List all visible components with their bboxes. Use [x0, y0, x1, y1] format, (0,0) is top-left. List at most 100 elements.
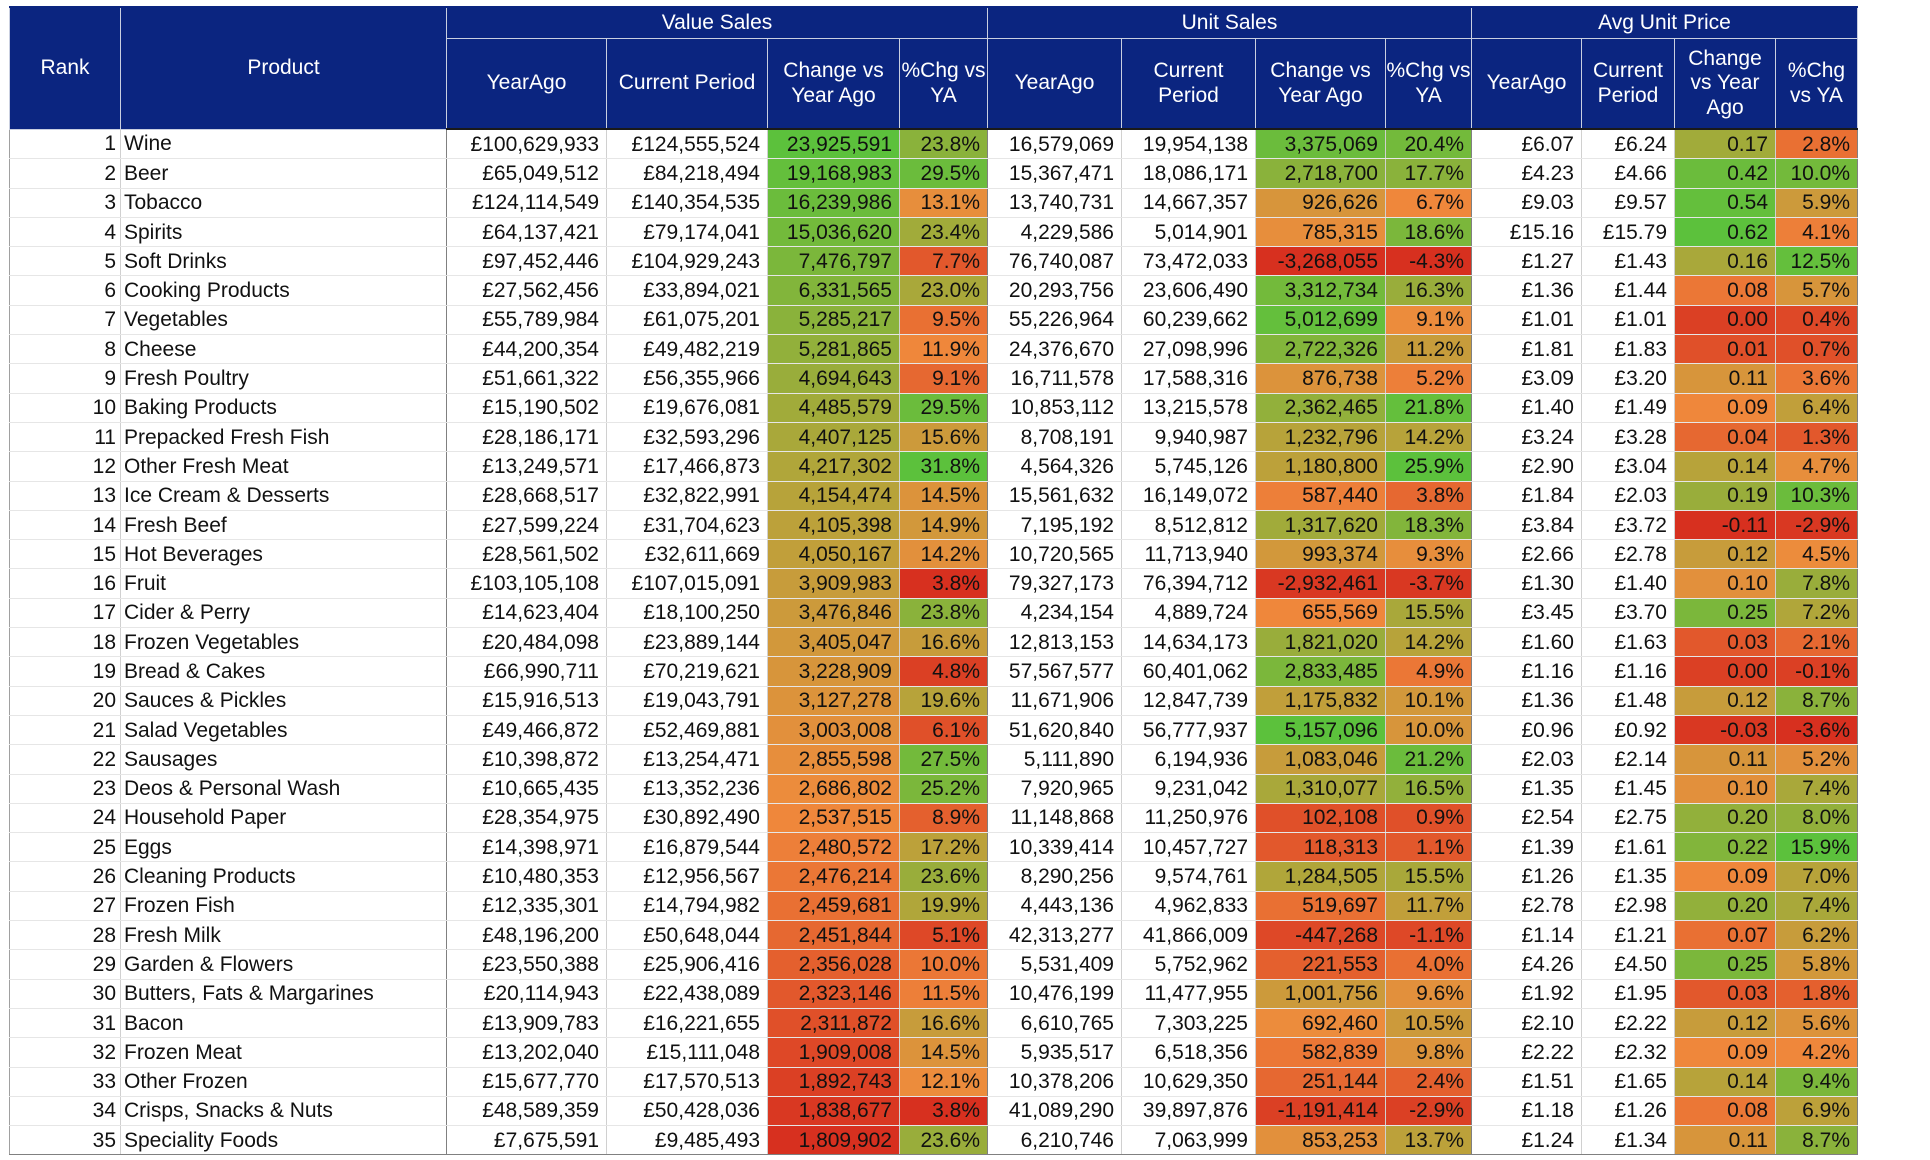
cell-rank: 17: [9, 598, 121, 629]
cell-value-current: £124,555,524: [606, 129, 768, 160]
cell-value-yearago: £124,114,549: [446, 188, 607, 218]
cell-product: Wine: [120, 129, 447, 160]
cell-rank: 7: [9, 305, 121, 336]
cell-price-change: 0.01: [1674, 334, 1776, 365]
cell-price-change: 0.11: [1674, 1125, 1776, 1156]
cell-price-change: 0.09: [1674, 861, 1776, 892]
cell-unit-pct: 14.2%: [1385, 422, 1472, 453]
cell-unit-change: 692,460: [1255, 1008, 1386, 1039]
cell-unit-pct: 15.5%: [1385, 598, 1472, 629]
cell-unit-yearago: 10,339,414: [987, 832, 1122, 863]
header-value-pct-change: %Chg vs YA: [899, 38, 988, 130]
cell-price-yearago: £2.90: [1471, 451, 1582, 482]
cell-unit-change: 3,312,734: [1255, 275, 1386, 306]
cell-value-yearago: £23,550,388: [446, 949, 607, 980]
cell-rank: 11: [9, 422, 121, 453]
cell-price-current: £2.22: [1581, 1008, 1675, 1039]
cell-price-current: £4.66: [1581, 158, 1675, 189]
cell-unit-current: 6,518,356: [1121, 1037, 1256, 1068]
cell-price-change: 0.09: [1674, 1037, 1776, 1068]
cell-value-current: £16,221,655: [606, 1008, 768, 1039]
cell-price-current: £2.32: [1581, 1037, 1675, 1068]
cell-price-change: 0.20: [1674, 891, 1776, 922]
cell-unit-pct: 11.2%: [1385, 334, 1472, 365]
cell-value-yearago: £65,049,512: [446, 158, 607, 189]
cell-price-change: 0.11: [1674, 744, 1776, 775]
cell-unit-yearago: 10,853,112: [987, 393, 1122, 423]
cell-unit-pct: 16.5%: [1385, 774, 1472, 804]
cell-price-change: 0.08: [1674, 1096, 1776, 1127]
cell-value-change: 2,480,572: [767, 832, 900, 863]
cell-value-change: 4,105,398: [767, 510, 900, 541]
table-row: 26 Cleaning Products £10,480,353 £12,956,56…: [9, 861, 1858, 892]
cell-price-current: £2.78: [1581, 539, 1675, 570]
cell-value-current: £50,428,036: [606, 1096, 768, 1127]
cell-unit-current: 23,606,490: [1121, 275, 1256, 306]
table-row: 13 Ice Cream & Desserts £28,668,517 £32,822…: [9, 481, 1858, 511]
cell-unit-current: 12,847,739: [1121, 686, 1256, 716]
header-value-current-period: Current Period: [606, 38, 768, 130]
cell-value-yearago: £28,354,975: [446, 803, 607, 834]
table-row: 22 Sausages £10,398,872 £13,254,471 2,855,59…: [9, 744, 1858, 775]
cell-unit-yearago: 4,443,136: [987, 891, 1122, 922]
cell-value-change: 2,311,872: [767, 1008, 900, 1039]
cell-unit-yearago: 12,813,153: [987, 627, 1122, 658]
cell-product: Sausages: [120, 744, 447, 775]
cell-unit-yearago: 57,567,577: [987, 656, 1122, 687]
cell-price-current: £1.01: [1581, 305, 1675, 336]
cell-value-pct: 10.0%: [899, 949, 988, 980]
cell-rank: 14: [9, 510, 121, 541]
cell-value-yearago: £10,480,353: [446, 861, 607, 892]
cell-unit-yearago: 4,229,586: [987, 217, 1122, 248]
cell-price-change: 0.04: [1674, 422, 1776, 453]
cell-price-change: 0.42: [1674, 158, 1776, 189]
cell-price-change: 0.22: [1674, 832, 1776, 863]
cell-unit-yearago: 10,378,206: [987, 1067, 1122, 1097]
table-row: 3 Tobacco £124,114,549 £140,354,535 16,239,9…: [9, 188, 1858, 218]
cell-value-change: 2,686,802: [767, 774, 900, 804]
cell-unit-current: 27,098,996: [1121, 334, 1256, 365]
table-body: 1 Wine £100,629,933 £124,555,524 23,925,591 2…: [9, 129, 1858, 1156]
cell-unit-change: 118,313: [1255, 832, 1386, 863]
cell-unit-change: 1,821,020: [1255, 627, 1386, 658]
cell-unit-change: 655,569: [1255, 598, 1386, 629]
cell-value-current: £30,892,490: [606, 803, 768, 834]
cell-value-pct: 5.1%: [899, 920, 988, 951]
cell-unit-current: 11,713,940: [1121, 539, 1256, 570]
cell-unit-pct: 6.7%: [1385, 188, 1472, 218]
header-group-value-sales: Value Sales: [446, 6, 988, 39]
cell-value-yearago: £10,665,435: [446, 774, 607, 804]
cell-value-current: £50,648,044: [606, 920, 768, 951]
cell-unit-yearago: 4,234,154: [987, 598, 1122, 629]
cell-value-pct: 12.1%: [899, 1067, 988, 1097]
cell-price-change: 0.25: [1674, 598, 1776, 629]
cell-value-pct: 11.5%: [899, 979, 988, 1009]
cell-value-pct: 19.9%: [899, 891, 988, 922]
cell-price-yearago: £1.16: [1471, 656, 1582, 687]
cell-unit-pct: 5.2%: [1385, 363, 1472, 394]
cell-price-change: 0.14: [1674, 1067, 1776, 1097]
cell-value-current: £15,111,048: [606, 1037, 768, 1068]
table-row: 6 Cooking Products £27,562,456 £33,894,021 6…: [9, 275, 1858, 306]
cell-price-yearago: £1.39: [1471, 832, 1582, 863]
cell-value-current: £140,354,535: [606, 188, 768, 218]
table-row: 5 Soft Drinks £97,452,446 £104,929,243 7,476…: [9, 246, 1858, 277]
cell-value-current: £49,482,219: [606, 334, 768, 365]
cell-price-yearago: £2.66: [1471, 539, 1582, 570]
cell-value-change: 2,476,214: [767, 861, 900, 892]
table-row: 17 Cider & Perry £14,623,404 £18,100,250 3,4…: [9, 598, 1858, 629]
cell-unit-change: -447,268: [1255, 920, 1386, 951]
table-row: 2 Beer £65,049,512 £84,218,494 19,168,983 29.…: [9, 158, 1858, 189]
cell-unit-yearago: 16,579,069: [987, 129, 1122, 160]
cell-value-pct: 27.5%: [899, 744, 988, 775]
cell-value-pct: 23.6%: [899, 861, 988, 892]
cell-rank: 1: [9, 129, 121, 160]
cell-unit-yearago: 24,376,670: [987, 334, 1122, 365]
cell-unit-pct: 25.9%: [1385, 451, 1472, 482]
cell-price-pct: 5.9%: [1775, 188, 1858, 218]
cell-unit-change: 853,253: [1255, 1125, 1386, 1156]
cell-product: Beer: [120, 158, 447, 189]
cell-unit-current: 4,889,724: [1121, 598, 1256, 629]
cell-value-current: £79,174,041: [606, 217, 768, 248]
cell-rank: 5: [9, 246, 121, 277]
